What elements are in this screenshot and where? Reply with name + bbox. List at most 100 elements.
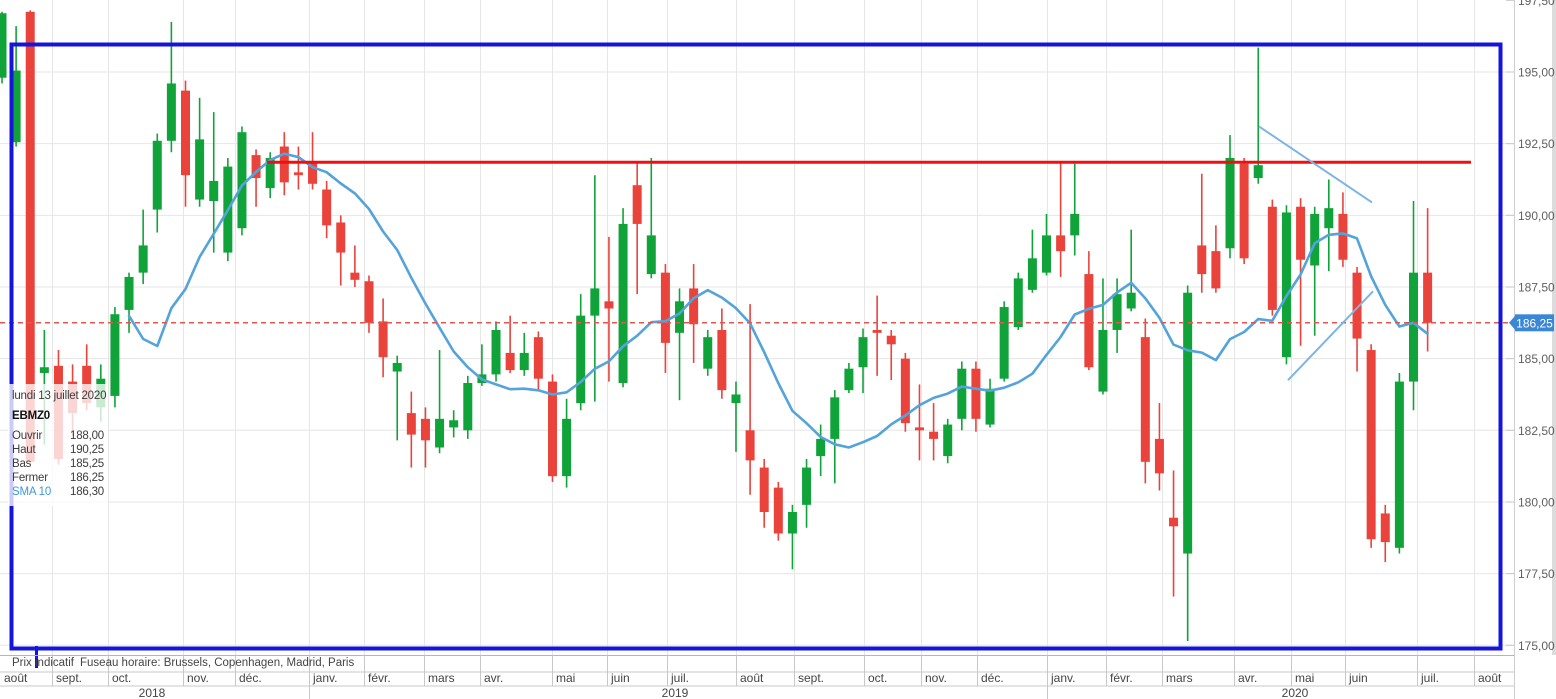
candle-54[interactable] bbox=[759, 467, 769, 512]
candle-51[interactable] bbox=[717, 329, 727, 391]
candle-10[interactable] bbox=[138, 245, 148, 273]
candle-58[interactable] bbox=[816, 438, 826, 457]
candle-20[interactable] bbox=[279, 146, 289, 183]
candle-36[interactable] bbox=[505, 352, 515, 371]
candle-44[interactable] bbox=[618, 223, 628, 384]
candle-68[interactable] bbox=[957, 368, 967, 419]
candle-49[interactable] bbox=[689, 288, 699, 325]
candle-48[interactable] bbox=[675, 301, 685, 333]
candle-59[interactable] bbox=[830, 397, 840, 439]
candle-86[interactable] bbox=[1211, 251, 1221, 289]
candle-3[interactable] bbox=[39, 367, 49, 373]
candle-45[interactable] bbox=[632, 185, 642, 224]
candle-82[interactable] bbox=[1154, 438, 1164, 474]
candle-27[interactable] bbox=[378, 321, 388, 358]
candle-42[interactable] bbox=[590, 288, 600, 316]
candle-69[interactable] bbox=[971, 368, 981, 419]
candle-70[interactable] bbox=[985, 388, 995, 425]
candle-13[interactable] bbox=[180, 90, 190, 176]
candle-74[interactable] bbox=[1042, 235, 1052, 273]
candle-87[interactable] bbox=[1225, 157, 1235, 249]
candle-93[interactable] bbox=[1310, 213, 1320, 266]
candle-67[interactable] bbox=[943, 424, 953, 457]
candle-96[interactable] bbox=[1352, 272, 1362, 339]
candle-50[interactable] bbox=[703, 337, 713, 369]
candle-77[interactable] bbox=[1084, 274, 1094, 368]
candle-12[interactable] bbox=[166, 83, 176, 141]
month-label: nov. bbox=[925, 671, 947, 685]
candle-71[interactable] bbox=[999, 307, 1009, 379]
candle-75[interactable] bbox=[1056, 235, 1066, 252]
candle-29[interactable] bbox=[406, 413, 416, 435]
candle-17[interactable] bbox=[237, 132, 247, 229]
candle-1[interactable] bbox=[11, 70, 21, 143]
candle-91[interactable] bbox=[1281, 212, 1291, 358]
candle-55[interactable] bbox=[773, 487, 783, 534]
candle-83[interactable] bbox=[1169, 517, 1179, 527]
candle-18[interactable] bbox=[251, 155, 261, 179]
candle-88[interactable] bbox=[1239, 163, 1249, 259]
candle-81[interactable] bbox=[1140, 337, 1150, 462]
candle-11[interactable] bbox=[152, 140, 162, 210]
candle-64[interactable] bbox=[900, 358, 910, 424]
candle-72[interactable] bbox=[1013, 278, 1023, 328]
candle-2[interactable] bbox=[25, 11, 35, 462]
candle-47[interactable] bbox=[660, 272, 670, 343]
candle-89[interactable] bbox=[1253, 165, 1263, 179]
candle-52[interactable] bbox=[731, 394, 741, 404]
candle-21[interactable] bbox=[293, 172, 303, 176]
candle-35[interactable] bbox=[491, 329, 501, 375]
candle-22[interactable] bbox=[308, 162, 318, 184]
candle-0[interactable] bbox=[0, 13, 7, 78]
candle-73[interactable] bbox=[1027, 258, 1037, 290]
candle-9[interactable] bbox=[124, 276, 134, 310]
candle-90[interactable] bbox=[1267, 206, 1277, 310]
candle-63[interactable] bbox=[886, 335, 896, 345]
candle-26[interactable] bbox=[364, 281, 374, 323]
candle-24[interactable] bbox=[336, 222, 346, 253]
candle-94[interactable] bbox=[1324, 208, 1334, 229]
candle-99[interactable] bbox=[1394, 381, 1404, 548]
candle-38[interactable] bbox=[533, 337, 543, 379]
candle-80[interactable] bbox=[1126, 292, 1136, 309]
candle-25[interactable] bbox=[350, 272, 360, 280]
candle-14[interactable] bbox=[195, 139, 205, 200]
candle-19[interactable] bbox=[265, 157, 275, 189]
candle-85[interactable] bbox=[1197, 245, 1207, 275]
candle-33[interactable] bbox=[463, 383, 473, 431]
candle-97[interactable] bbox=[1366, 350, 1376, 540]
candle-37[interactable] bbox=[519, 352, 529, 371]
candle-78[interactable] bbox=[1098, 329, 1108, 392]
candle-79[interactable] bbox=[1112, 294, 1122, 330]
candle-46[interactable] bbox=[646, 235, 656, 275]
candle-53[interactable] bbox=[745, 430, 755, 461]
candle-15[interactable] bbox=[209, 180, 219, 201]
candle-39[interactable] bbox=[547, 381, 557, 477]
candle-41[interactable] bbox=[576, 315, 586, 404]
candle-65[interactable] bbox=[914, 427, 924, 431]
candle-62[interactable] bbox=[872, 329, 882, 333]
candle-30[interactable] bbox=[420, 418, 430, 441]
candle-28[interactable] bbox=[392, 362, 402, 372]
candle-60[interactable] bbox=[844, 368, 854, 391]
candle-84[interactable] bbox=[1183, 292, 1193, 554]
candle-32[interactable] bbox=[449, 420, 459, 428]
candle-23[interactable] bbox=[322, 189, 332, 226]
candle-43[interactable] bbox=[604, 301, 614, 309]
candle-76[interactable] bbox=[1070, 213, 1080, 236]
candle-61[interactable] bbox=[858, 337, 868, 368]
selection-box[interactable] bbox=[9, 42, 1503, 651]
candle-66[interactable] bbox=[929, 431, 939, 439]
candle-8[interactable] bbox=[110, 314, 120, 396]
month-label: mai bbox=[556, 671, 575, 685]
candle-101[interactable] bbox=[1423, 272, 1433, 323]
candle-92[interactable] bbox=[1296, 206, 1306, 260]
candle-57[interactable] bbox=[802, 467, 812, 505]
candle-31[interactable] bbox=[435, 418, 445, 448]
candle-95[interactable] bbox=[1338, 213, 1348, 260]
candle-98[interactable] bbox=[1380, 513, 1390, 543]
candle-56[interactable] bbox=[787, 511, 797, 534]
candle-40[interactable] bbox=[562, 418, 572, 477]
candle-100[interactable] bbox=[1409, 272, 1418, 382]
